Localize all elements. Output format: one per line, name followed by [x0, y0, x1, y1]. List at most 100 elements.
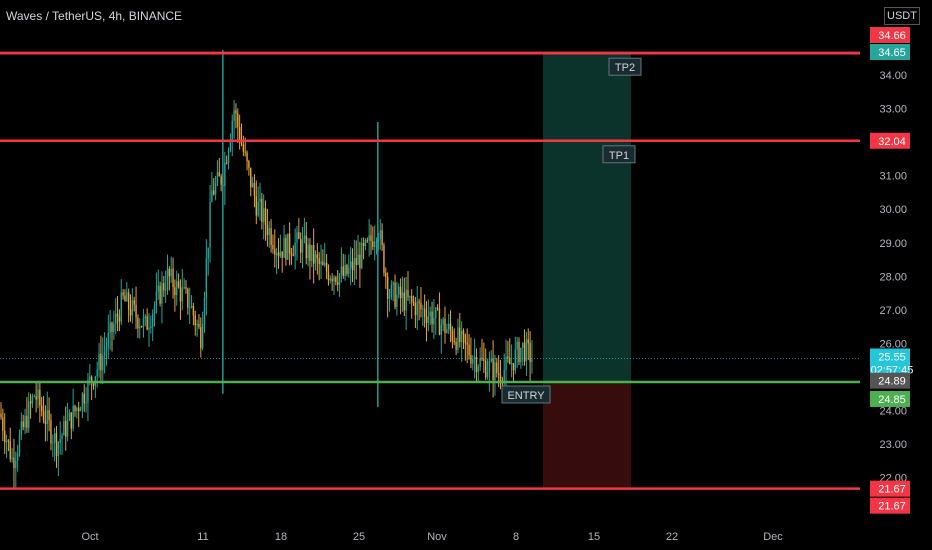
candle-body — [409, 296, 411, 298]
candle-body — [98, 353, 100, 370]
candle-body — [472, 359, 474, 364]
candle-body — [497, 372, 500, 375]
level-tag-21-67-bg — [870, 480, 910, 497]
annotation-label: TP1 — [609, 150, 629, 162]
candle-body — [18, 435, 21, 454]
candle-body — [442, 319, 444, 325]
candle-body — [205, 258, 208, 298]
candle-body — [20, 421, 23, 436]
candle-body — [468, 344, 470, 356]
candle-body — [499, 374, 502, 383]
candle-body — [238, 127, 241, 141]
candle-body — [470, 355, 472, 364]
candle-body — [168, 268, 171, 277]
candle-body — [172, 268, 174, 288]
candle-body — [440, 324, 442, 335]
level-tag-21-67-b: 21.67 — [878, 501, 906, 513]
candle-body — [52, 442, 54, 444]
candle-body — [190, 306, 193, 308]
candle-body — [102, 355, 104, 371]
candle-body — [107, 333, 109, 348]
candle-body — [53, 433, 56, 443]
marker-price-tag-bg — [870, 372, 910, 389]
candle-body — [7, 440, 10, 442]
candle-body — [78, 407, 80, 412]
candle-body — [118, 316, 121, 322]
candle-body — [455, 342, 457, 350]
candle-body — [207, 247, 209, 259]
candle-body — [453, 340, 455, 343]
candle-body — [216, 172, 219, 184]
candle-body — [146, 316, 148, 330]
candle-body — [448, 323, 450, 330]
candle-body — [342, 266, 344, 276]
candle-body — [462, 330, 465, 335]
level-tag-21-67: 21.67 — [878, 484, 906, 496]
candle-body — [246, 152, 248, 162]
candle-body — [436, 307, 439, 309]
candle-body — [459, 327, 461, 343]
candle-body — [177, 281, 180, 287]
candle-body — [196, 323, 198, 326]
y-tick-label: 29.00 — [879, 238, 907, 250]
candle-body — [109, 322, 111, 334]
candle-body — [412, 301, 415, 303]
candle-body — [362, 243, 365, 246]
candle-body — [137, 317, 139, 329]
candle-body — [386, 276, 389, 299]
candle-body — [305, 235, 307, 259]
candle-body — [477, 367, 479, 372]
candle-body — [22, 421, 24, 428]
candle-body — [11, 457, 13, 460]
candle-body — [375, 241, 378, 243]
candle-body — [366, 240, 368, 242]
position-zones — [543, 53, 631, 489]
candle-body — [309, 244, 311, 261]
candle-body — [274, 248, 276, 256]
candle-body — [303, 235, 306, 239]
candle-body — [46, 410, 48, 425]
candle-body — [111, 322, 113, 332]
candle-body — [140, 326, 143, 328]
candle-body — [300, 238, 302, 253]
candle-body — [337, 281, 339, 285]
candle-body — [268, 228, 270, 236]
level-tag-34-66-bg — [870, 27, 910, 43]
candle-body — [416, 301, 418, 316]
candle-body — [126, 292, 128, 302]
candle-body — [481, 357, 483, 360]
candle-body — [187, 288, 189, 308]
time-axis[interactable]: Oct 11 18 25 Nov 8 15 22 Dec — [81, 531, 783, 543]
candle-body — [135, 304, 137, 318]
candle-body — [411, 296, 413, 302]
candle-body — [364, 240, 367, 246]
annotation-box — [602, 145, 636, 164]
candle-body — [248, 161, 250, 168]
candle-body — [163, 283, 165, 291]
candle-body — [359, 254, 361, 269]
candle-body — [490, 358, 492, 362]
candle-body — [150, 326, 152, 328]
candle-body — [311, 245, 313, 261]
currency-selector[interactable]: USDT — [884, 7, 920, 25]
candle-body — [496, 362, 498, 373]
candle-body — [505, 356, 507, 370]
candle-body — [464, 334, 467, 343]
annotations: TP2 TP1 ENTRY — [501, 57, 642, 404]
candle-body — [438, 308, 441, 335]
candle-body — [251, 183, 254, 188]
candle-body — [176, 281, 178, 295]
candle-body — [396, 294, 398, 308]
marker-price-tag: 24.89 — [878, 376, 906, 388]
candle-body — [44, 420, 47, 425]
horizontal-levels[interactable] — [0, 51, 860, 490]
candle-body — [338, 274, 341, 285]
candle-body — [115, 313, 117, 324]
candle-body — [275, 252, 278, 256]
candle-body — [329, 278, 331, 281]
candle-body — [2, 417, 4, 431]
candle-body — [512, 363, 515, 371]
candle-body — [76, 407, 78, 412]
candle-body — [475, 356, 478, 372]
